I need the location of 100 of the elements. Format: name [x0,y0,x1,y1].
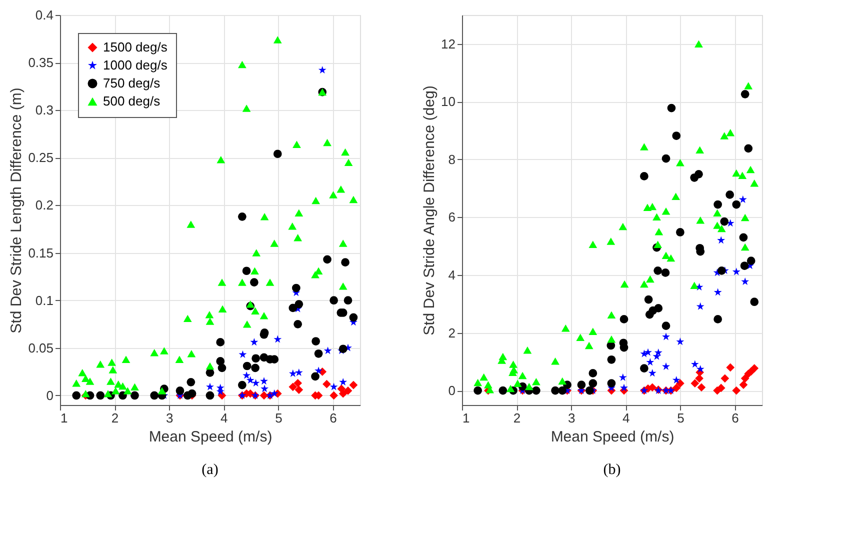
point [741,277,750,286]
point [323,255,332,264]
y-tick-label: 4 [448,268,456,282]
point [238,380,246,390]
point [640,280,648,288]
point [585,386,594,395]
point [654,266,662,275]
point [72,380,81,387]
point [672,384,681,392]
legend-label: 500 deg/s [103,94,161,108]
point [72,391,81,400]
point [311,372,320,381]
point [108,366,118,374]
point [81,374,90,382]
legend-label: 750 deg/s [103,76,161,90]
point [646,358,654,366]
point [273,150,282,158]
point [150,391,159,400]
point [246,300,255,308]
point [250,267,259,274]
point [740,243,750,251]
x-tick-label: 5 [677,410,684,426]
legend-label: 1500 deg/s [103,40,168,54]
point [288,382,298,392]
point [644,348,652,356]
point [330,391,338,400]
point [242,362,252,370]
point [312,196,320,204]
point [662,252,670,259]
point [330,296,338,305]
point [606,238,616,245]
point [498,386,508,395]
point [676,338,684,346]
point [717,266,726,275]
point [643,204,652,212]
point [260,213,269,220]
point [266,278,274,286]
point [338,240,348,247]
point [720,132,729,140]
x-tick-label: 3 [568,410,576,426]
point [726,128,735,136]
point [206,382,214,390]
point [672,132,681,140]
point [744,144,753,153]
point [561,324,570,332]
point [551,386,560,395]
point [726,190,734,199]
point [640,143,648,150]
point [216,338,225,346]
point [260,312,268,320]
point [270,240,279,247]
y-axis-title: Std Dev Stride Angle Difference (deg) [421,86,438,336]
point [695,374,704,383]
point [175,356,184,363]
point [732,268,740,276]
point [252,354,260,363]
point [474,378,482,386]
point [662,332,670,340]
point [330,382,338,390]
point [288,304,298,312]
point [618,222,628,230]
point [349,196,358,204]
point [118,382,127,390]
point [349,380,358,390]
point [206,318,214,325]
point [744,82,753,90]
point [341,148,350,156]
point [746,166,755,174]
point [740,374,750,383]
point [667,104,676,112]
point [713,222,722,229]
text: (a) [202,462,218,478]
point [694,170,703,178]
y-tick-label: 0.25 [28,150,54,166]
point [242,371,251,379]
point [270,389,278,397]
point [238,350,247,358]
point [251,364,260,372]
point [292,284,300,292]
point [697,383,706,392]
point [551,357,560,365]
point [738,172,747,179]
point [294,320,302,328]
y-tick-label: 0.2 [35,198,54,213]
point [96,391,105,400]
x-axis-title: Mean Speed (m/s) [550,428,674,446]
point [216,357,225,366]
point [690,360,699,368]
point [713,386,722,395]
point [652,352,661,360]
point [588,379,598,388]
x-tick-label: 3 [166,410,174,426]
point [251,307,260,314]
point [714,200,722,209]
point [646,275,654,283]
point [648,369,656,377]
point [558,377,567,385]
point [250,278,258,286]
point [160,347,168,354]
point [690,379,700,388]
